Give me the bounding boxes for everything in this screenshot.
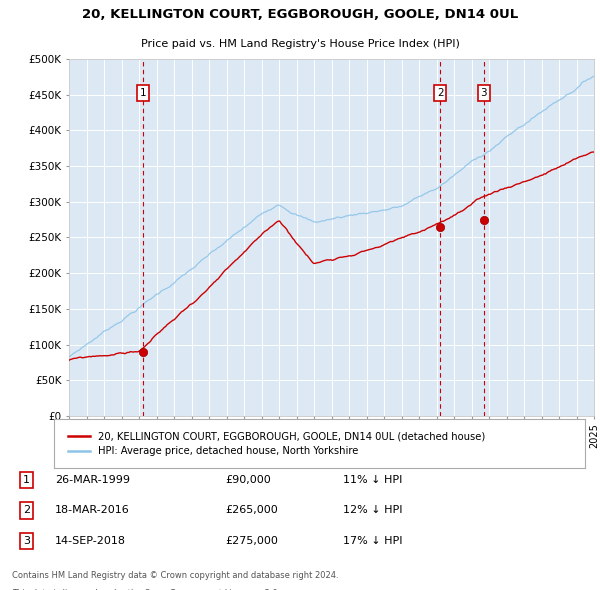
Text: 17% ↓ HPI: 17% ↓ HPI (343, 536, 403, 546)
Text: 3: 3 (481, 88, 487, 98)
Text: 20, KELLINGTON COURT, EGGBOROUGH, GOOLE, DN14 0UL: 20, KELLINGTON COURT, EGGBOROUGH, GOOLE,… (82, 8, 518, 21)
Text: Contains HM Land Registry data © Crown copyright and database right 2024.: Contains HM Land Registry data © Crown c… (12, 571, 338, 580)
Text: 11% ↓ HPI: 11% ↓ HPI (343, 475, 403, 485)
Legend: 20, KELLINGTON COURT, EGGBOROUGH, GOOLE, DN14 0UL (detached house), HPI: Average: 20, KELLINGTON COURT, EGGBOROUGH, GOOLE,… (64, 427, 490, 460)
Text: 14-SEP-2018: 14-SEP-2018 (55, 536, 126, 546)
Text: 26-MAR-1999: 26-MAR-1999 (55, 475, 130, 485)
Text: £265,000: £265,000 (225, 506, 278, 516)
Text: 18-MAR-2016: 18-MAR-2016 (55, 506, 130, 516)
Text: 2: 2 (437, 88, 443, 98)
Text: 2: 2 (23, 506, 30, 516)
Text: £90,000: £90,000 (225, 475, 271, 485)
Text: 1: 1 (23, 475, 30, 485)
Text: This data is licensed under the Open Government Licence v3.0.: This data is licensed under the Open Gov… (12, 589, 280, 590)
Text: £275,000: £275,000 (225, 536, 278, 546)
Text: Price paid vs. HM Land Registry's House Price Index (HPI): Price paid vs. HM Land Registry's House … (140, 39, 460, 49)
Text: 12% ↓ HPI: 12% ↓ HPI (343, 506, 403, 516)
Text: 1: 1 (140, 88, 146, 98)
Text: 3: 3 (23, 536, 30, 546)
